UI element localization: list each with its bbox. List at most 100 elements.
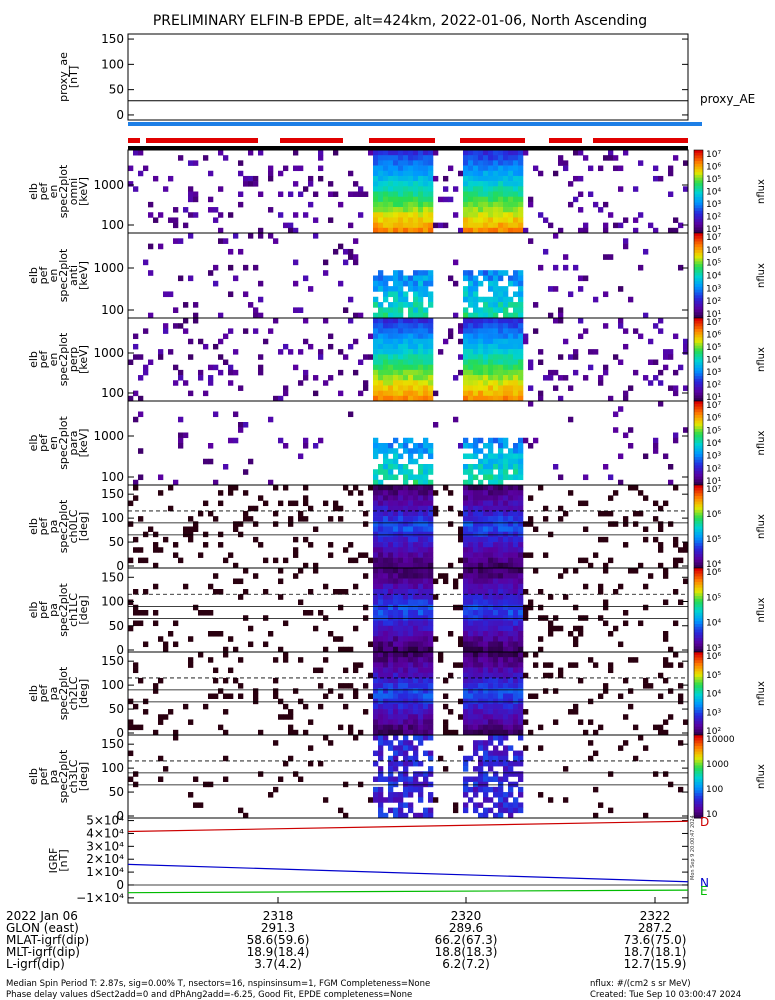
- pixel: [578, 719, 584, 725]
- pa_ch1-ylabel-line-5: [deg]: [77, 595, 90, 624]
- pixel: [408, 227, 414, 234]
- pixel: [468, 589, 474, 595]
- pixel: [503, 160, 509, 166]
- pixel: [423, 667, 429, 674]
- pixel: [508, 510, 514, 517]
- pixel: [378, 464, 384, 470]
- pa_ch0-cb-seg-2: [694, 490, 703, 494]
- pixel: [303, 485, 309, 491]
- pixel: [408, 375, 414, 381]
- pixel: [398, 672, 404, 679]
- pixel: [408, 359, 414, 365]
- pixel: [473, 776, 479, 782]
- pa_ch3-cb-seg-19: [694, 787, 703, 791]
- pixel: [383, 812, 389, 819]
- pixel: [503, 395, 509, 402]
- pa_ch1-ticklabel-0: 150: [101, 570, 124, 584]
- pixel: [298, 698, 304, 705]
- pa_ch3-ylabel-line-2: pa: [47, 770, 60, 784]
- pixel: [413, 641, 419, 648]
- blue-dash: [468, 122, 498, 126]
- pixel: [393, 703, 399, 710]
- pixel: [393, 797, 399, 803]
- pixel: [508, 709, 514, 715]
- pixel: [388, 578, 394, 585]
- pixel: [383, 610, 389, 616]
- pixel: [483, 636, 489, 642]
- pixel: [643, 583, 649, 590]
- pixel: [483, 589, 489, 595]
- pixel: [408, 646, 414, 653]
- pixel: [483, 175, 489, 182]
- pixel: [458, 443, 464, 449]
- pixel: [483, 201, 489, 208]
- pef_en_para-cb-tick-2: 10⁵: [706, 426, 721, 436]
- pixel: [373, 615, 379, 621]
- pixel: [218, 227, 224, 234]
- pixel: [503, 302, 509, 308]
- pixel: [493, 688, 499, 694]
- pixel: [498, 318, 504, 324]
- pixel: [518, 750, 524, 757]
- pixel: [533, 437, 539, 444]
- pixel: [373, 448, 379, 454]
- pixel: [603, 323, 609, 329]
- pixel: [508, 662, 514, 668]
- pixel: [293, 307, 299, 313]
- pixel: [518, 703, 524, 710]
- pixel: [393, 667, 399, 674]
- pixel: [303, 318, 309, 324]
- pixel: [488, 458, 494, 465]
- pixel: [378, 594, 384, 600]
- pixel: [378, 610, 384, 616]
- pixel: [463, 453, 469, 460]
- pixel: [523, 552, 529, 558]
- pixel: [503, 201, 509, 208]
- pixel: [388, 359, 394, 365]
- pixel: [138, 547, 144, 553]
- pixel: [518, 760, 524, 767]
- pixel: [233, 646, 239, 653]
- pef_en_para-cb-tick-1: 10⁶: [706, 414, 721, 424]
- pixel: [433, 422, 439, 428]
- pixel: [543, 505, 549, 512]
- pixel: [478, 583, 484, 590]
- pixel: [478, 625, 484, 632]
- pixel: [498, 542, 504, 548]
- pixel: [398, 760, 404, 767]
- pixel: [493, 375, 499, 381]
- pixel: [208, 583, 214, 590]
- pixel: [503, 573, 509, 579]
- pixel: [388, 495, 394, 501]
- pa_ch1-cb-seg-8: [694, 590, 703, 594]
- pixel: [413, 542, 419, 548]
- pixel: [268, 233, 274, 239]
- pixel: [498, 338, 504, 345]
- pixel: [483, 275, 489, 282]
- pixel: [518, 196, 524, 203]
- pixel: [658, 318, 664, 324]
- pixel: [218, 338, 224, 345]
- panel-pa_ch2: 150100500elbpefpaspec2plotch2LC[deg]10⁶1…: [27, 651, 767, 740]
- pef_en_omni-cb-tick-0: 10⁷: [706, 150, 721, 160]
- pixel: [403, 589, 409, 595]
- pixel: [338, 807, 344, 814]
- pixel: [398, 709, 404, 715]
- pixel: [223, 557, 229, 564]
- pa_ch0-ticklabel-1: 100: [101, 511, 124, 525]
- pixel: [518, 802, 524, 808]
- pef_en_anti-cb-seg-6: [694, 250, 703, 254]
- pixel: [503, 333, 509, 340]
- pixel: [498, 740, 504, 746]
- pixel: [268, 328, 274, 334]
- pixel: [418, 589, 424, 595]
- pixel: [378, 165, 384, 172]
- pixel: [428, 150, 434, 156]
- pixel: [473, 280, 479, 287]
- pixel: [503, 620, 509, 627]
- pixel: [373, 641, 379, 648]
- pixel: [558, 375, 564, 381]
- pixel: [633, 724, 639, 731]
- pixel: [478, 150, 484, 156]
- pa_ch2-ticklabel-0: 150: [101, 654, 124, 668]
